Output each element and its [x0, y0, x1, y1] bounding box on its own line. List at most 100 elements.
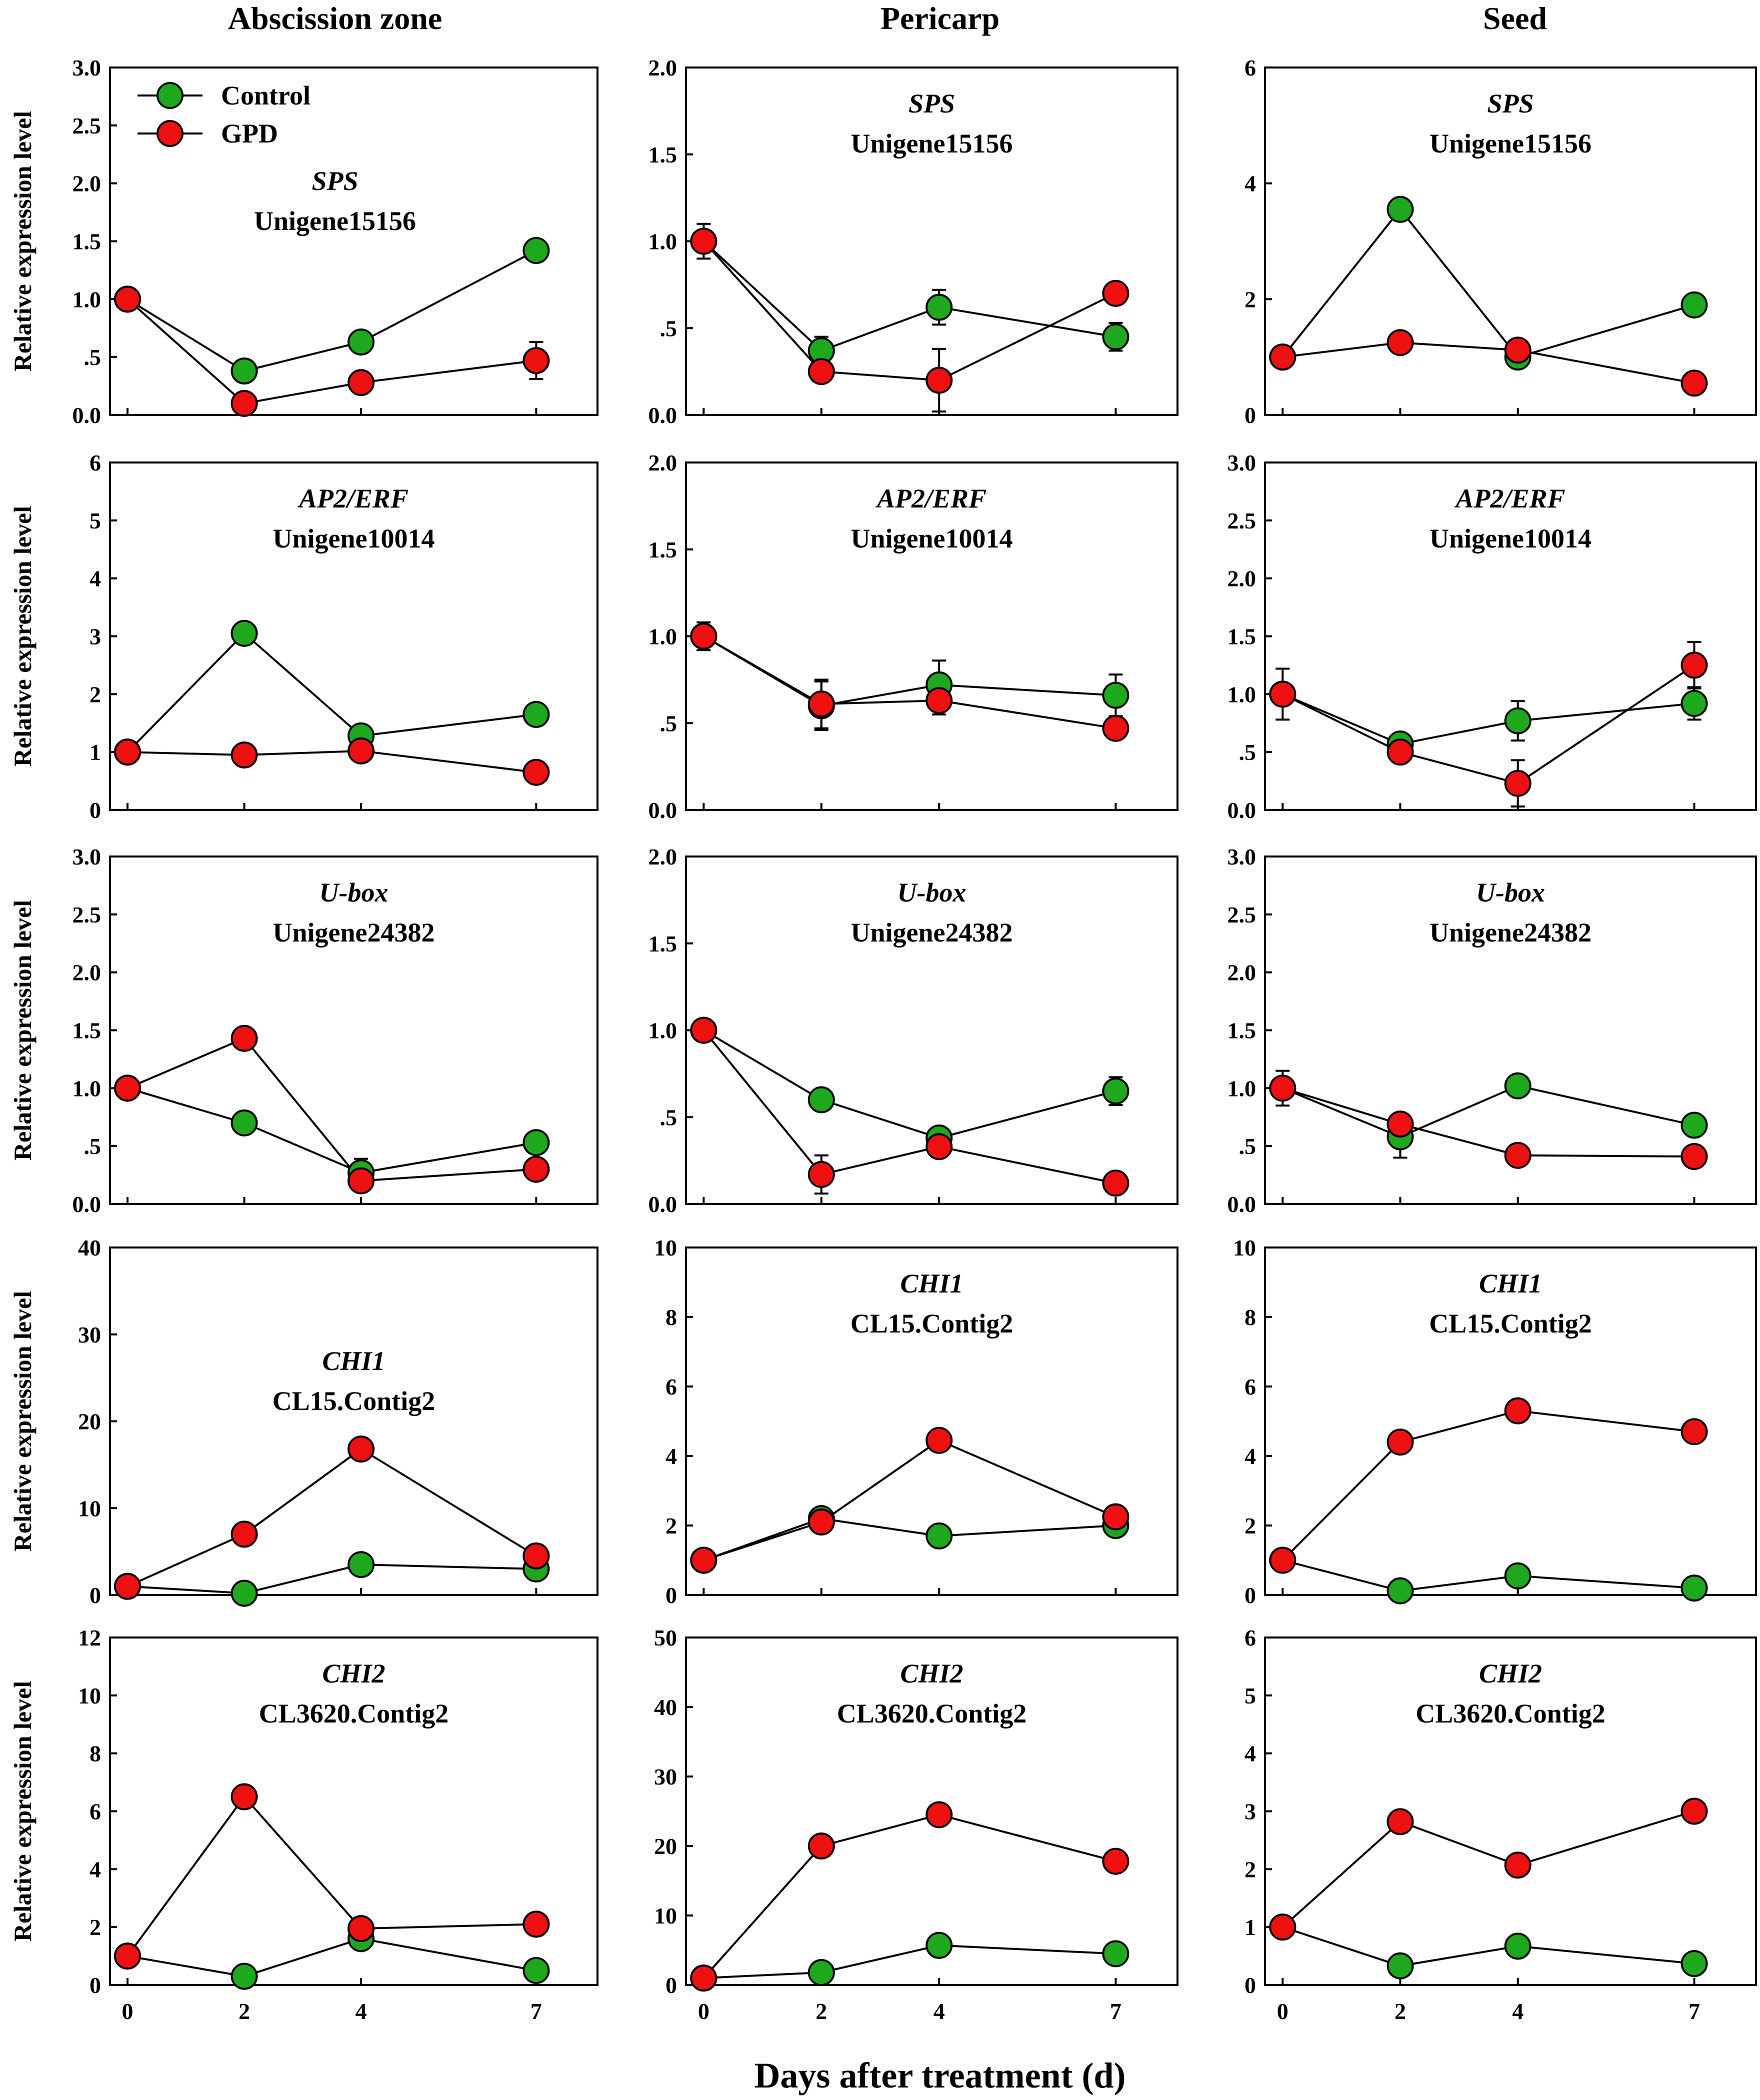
data-point-gpd	[808, 1508, 835, 1536]
data-point-control	[522, 1129, 550, 1156]
data-point-gpd	[348, 1915, 375, 1942]
y-tick-label: 5	[1244, 1683, 1256, 1708]
data-point-gpd	[348, 1436, 375, 1463]
y-tick-label: 12	[78, 1625, 101, 1650]
series-line-gpd	[1282, 664, 1695, 784]
y-tick-label: 0	[1244, 402, 1256, 428]
y-tick-label: 1.0	[1228, 682, 1256, 707]
data-point-gpd	[1504, 1142, 1532, 1169]
data-point-gpd	[1386, 329, 1414, 356]
y-tick-label: 2	[1244, 1513, 1256, 1538]
data-point-gpd	[1102, 714, 1130, 742]
y-tick-label: 20	[78, 1409, 101, 1434]
gene-name: CHI1	[322, 1346, 385, 1376]
legend-marker-gpd	[156, 120, 184, 147]
data-point-gpd	[808, 1160, 835, 1188]
series-line-control	[127, 1564, 536, 1594]
y-axis-label: Relative expression level	[8, 111, 36, 372]
series-line-control	[1282, 693, 1694, 746]
unigene-id: CL3620.Contig2	[837, 1698, 1027, 1728]
data-point-gpd	[926, 366, 953, 394]
y-tick-label: 10	[654, 1903, 677, 1928]
y-tick-label: 0	[90, 1582, 101, 1608]
y-tick-label: 3.0	[72, 844, 102, 870]
series-line-gpd	[1282, 1087, 1694, 1158]
data-point-gpd	[230, 1024, 258, 1052]
y-tick-label: 0.0	[648, 798, 678, 823]
data-point-gpd	[808, 358, 835, 386]
series-line-gpd	[703, 635, 1116, 730]
unigene-id: Unigene15156	[1430, 128, 1592, 158]
unigene-id: Unigene10014	[1430, 524, 1592, 554]
y-tick-label: 1.5	[648, 931, 678, 956]
gene-name: AP2/ERF	[1454, 484, 1565, 514]
y-tick-label: 4	[666, 1444, 677, 1469]
unigene-id: Unigene24382	[851, 918, 1013, 948]
y-tick-label: 2.0	[648, 450, 678, 476]
data-point-control	[1504, 707, 1532, 734]
y-tick-label: 1.0	[72, 286, 102, 312]
data-point-gpd	[1386, 1428, 1414, 1456]
y-tick-label: 10	[78, 1496, 101, 1521]
data-point-gpd	[1102, 280, 1130, 307]
x-axis-label: Days after treatment (d)	[754, 2056, 1126, 2096]
data-point-gpd	[114, 1074, 142, 1102]
gene-name: SPS	[908, 88, 955, 118]
data-point-control	[1680, 690, 1708, 717]
data-point-gpd	[808, 690, 835, 718]
y-tick-label: 20	[654, 1834, 677, 1859]
series-line-control	[126, 632, 536, 753]
y-tick-label: 8	[666, 1304, 677, 1330]
y-axis-label: Relative expression level	[8, 1681, 36, 1942]
x-tick-label: 2	[816, 1998, 827, 2024]
unigene-id: Unigene10014	[273, 524, 435, 554]
data-point-control	[1102, 1940, 1130, 1968]
y-tick-label: 30	[78, 1322, 101, 1348]
data-point-control	[1102, 323, 1130, 350]
y-tick-label: 2.0	[1228, 960, 1256, 986]
series-line-gpd	[702, 1814, 1116, 1979]
y-tick-label: 2	[1244, 1856, 1256, 1882]
data-point-control	[1680, 1950, 1708, 1978]
data-point-gpd	[1269, 1074, 1296, 1102]
y-tick-label: 1.5	[72, 1018, 102, 1044]
y-tick-label: 0.0	[1228, 1192, 1256, 1217]
y-tick-label: 2.0	[72, 960, 102, 986]
series-line-control	[127, 1938, 536, 1978]
x-tick-label: 4	[1512, 1998, 1524, 2024]
y-tick-label: 2.0	[648, 844, 678, 870]
panel-1-1: 0.0 .5 1.0 1.5 2.0 AP2/ERF Unigene10014	[648, 450, 1178, 823]
data-point-control	[230, 1962, 258, 1990]
series-line-control	[703, 1518, 1116, 1562]
x-tick-label: 0	[698, 1998, 710, 2024]
data-point-control	[1504, 1932, 1532, 1960]
data-point-control	[348, 1551, 375, 1578]
panel-3-1: 0 2 4 6 8 10 CHI1 CL15.Contig2	[654, 1235, 1178, 1608]
data-point-gpd	[522, 347, 550, 374]
data-point-control	[522, 700, 550, 728]
x-tick-label: 4	[356, 1998, 367, 2024]
y-tick-label: 6	[1244, 55, 1256, 80]
plot-frame	[109, 856, 598, 1205]
data-point-control	[1504, 1072, 1532, 1100]
x-tick-label: 7	[1110, 1998, 1122, 2024]
series-line-gpd	[126, 298, 536, 404]
y-tick-label: 0	[90, 798, 101, 823]
unigene-id: Unigene15156	[254, 206, 416, 236]
y-tick-label: 10	[654, 1235, 677, 1260]
y-tick-label: 2	[90, 1914, 101, 1940]
y-tick-label: 8	[1244, 1304, 1256, 1330]
data-point-gpd	[926, 687, 953, 714]
series-line-gpd	[1282, 342, 1694, 384]
panel-1-0: 0 1 2 3 4 5 6 Relative expression level AP2/ERF U…	[8, 450, 598, 823]
y-tick-label: 0.0	[648, 402, 678, 428]
series-line-control	[127, 1087, 536, 1174]
gene-name: U-box	[1476, 878, 1545, 908]
y-tick-label: 6	[90, 450, 101, 476]
data-point-control	[1102, 682, 1130, 709]
gene-name: CHI1	[900, 1268, 963, 1298]
data-point-gpd	[926, 1133, 953, 1160]
data-point-gpd	[348, 1167, 375, 1194]
